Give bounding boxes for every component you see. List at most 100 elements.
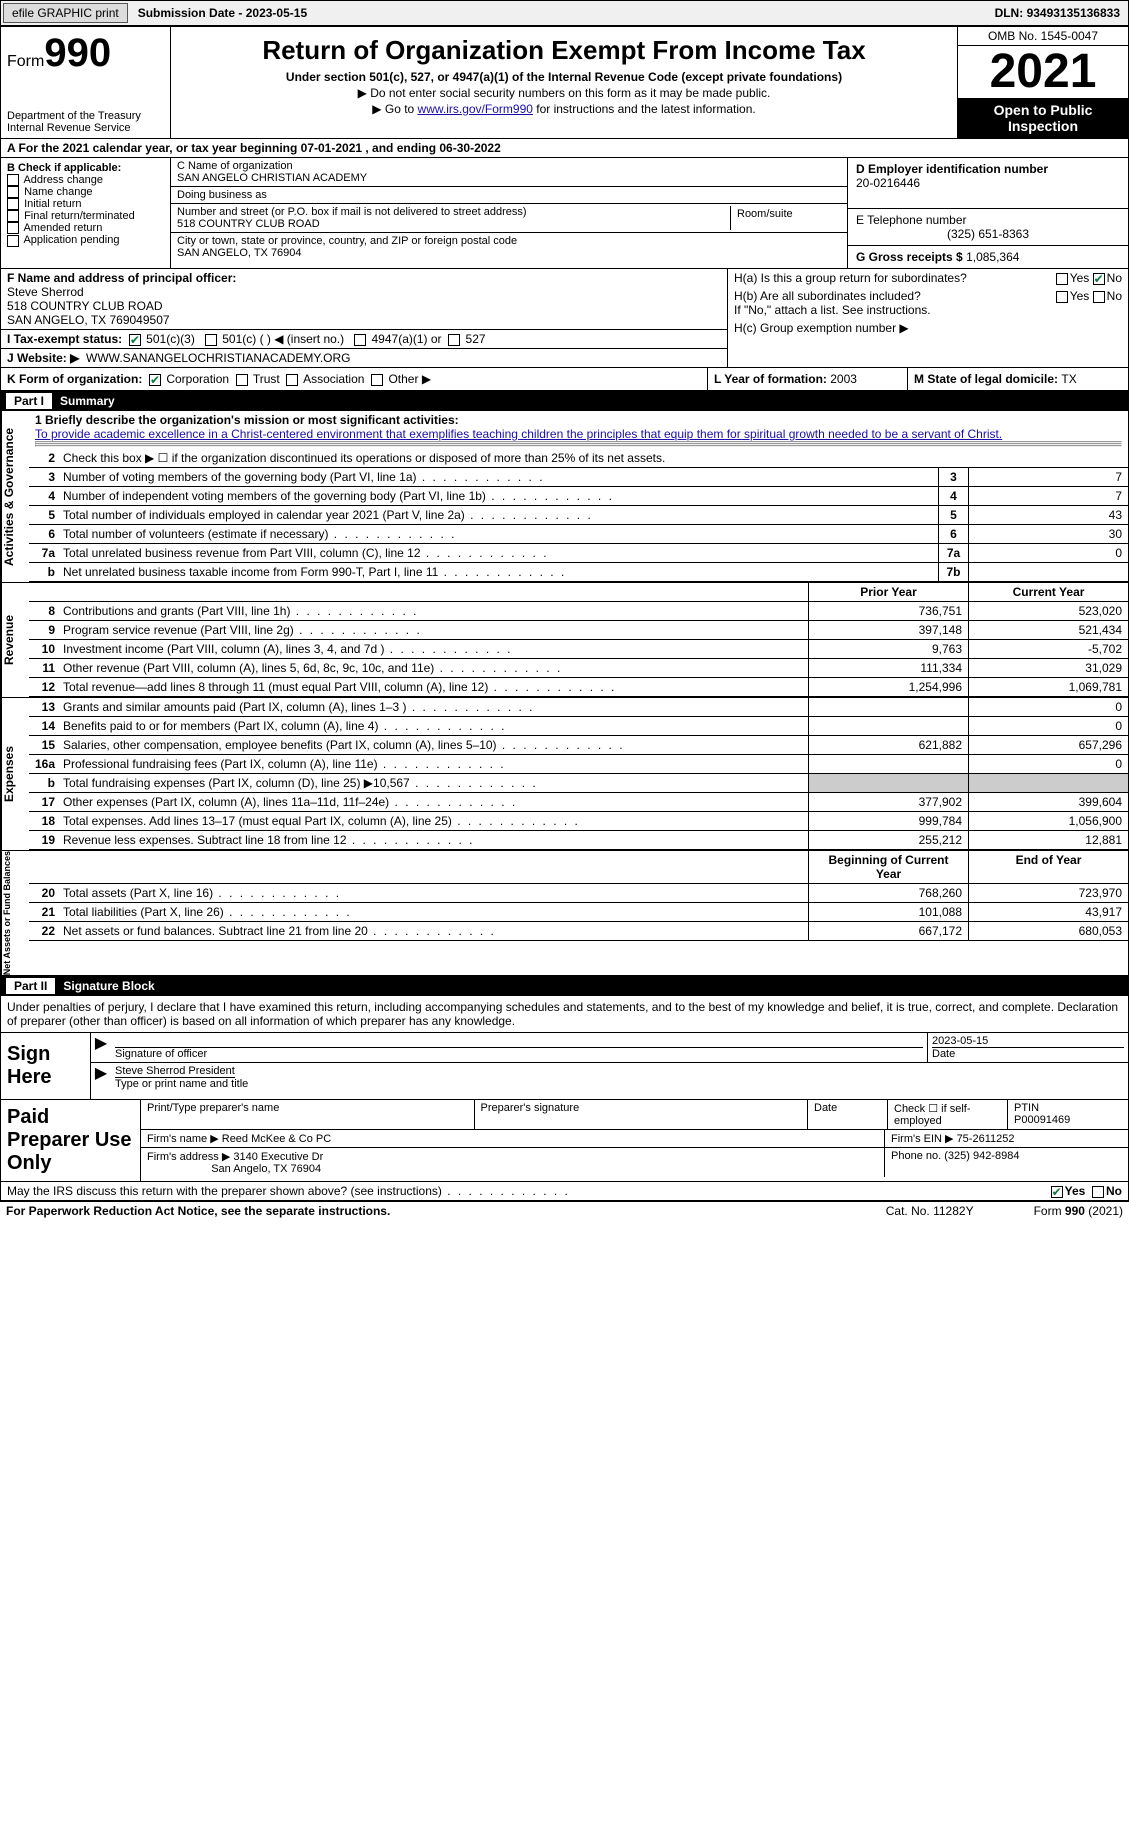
checkbox-icon[interactable] <box>7 210 19 222</box>
sig-date: 2023-05-15Date <box>928 1033 1128 1062</box>
part2-title: Signature Block <box>63 979 154 993</box>
b-opt-5: Application pending <box>7 234 164 246</box>
paid-row-1: Print/Type preparer's name Preparer's si… <box>141 1100 1128 1130</box>
c-name-label: C Name of organization <box>177 160 841 172</box>
checkbox-icon[interactable] <box>1093 291 1105 303</box>
summary-revenue: Revenue Prior Year Current Year 8Contrib… <box>0 583 1129 698</box>
checkbox-icon[interactable] <box>354 334 366 346</box>
summary-netassets: Net Assets or Fund Balances Beginning of… <box>0 851 1129 976</box>
checkbox-icon[interactable] <box>129 334 141 346</box>
checkbox-icon[interactable] <box>149 374 161 386</box>
d-ein: D Employer identification number 20-0216… <box>848 158 1128 209</box>
netassets-body: Beginning of Current Year End of Year 20… <box>29 851 1128 975</box>
exp-line-16a: 16aProfessional fundraising fees (Part I… <box>29 755 1128 774</box>
form-num: 990 <box>44 31 111 75</box>
firm-ein: Firm's EIN ▶ 75-2611252 <box>885 1130 1128 1147</box>
vtab-revenue: Revenue <box>1 583 29 697</box>
city-label: City or town, state or province, country… <box>177 235 841 247</box>
discuss-row: May the IRS discuss this return with the… <box>0 1182 1129 1201</box>
submission-label: Submission Date - <box>138 6 246 20</box>
c-dba: Doing business as <box>171 187 847 204</box>
checkbox-icon[interactable] <box>286 374 298 386</box>
b-opt-0-label: Address change <box>23 174 103 186</box>
paid-ptin: PTINP00091469 <box>1008 1100 1128 1129</box>
discuss-no: No <box>1106 1184 1122 1198</box>
fgh-block: F Name and address of principal officer:… <box>0 269 1129 368</box>
rev-line-12: 12Total revenue—add lines 8 through 11 (… <box>29 678 1128 697</box>
checkbox-icon[interactable] <box>371 374 383 386</box>
hb: H(b) Are all subordinates included? Yes … <box>728 287 1128 319</box>
ha-label: H(a) Is this a group return for subordin… <box>734 271 967 285</box>
no-label: No <box>1107 271 1122 285</box>
governance-body: 1 Briefly describe the organization's mi… <box>29 411 1128 582</box>
firm-name-label: Firm's name ▶ <box>147 1133 219 1145</box>
gross-label: G Gross receipts $ <box>856 250 966 264</box>
k-corp: Corporation <box>166 372 229 386</box>
expenses-body: 13Grants and similar amounts paid (Part … <box>29 698 1128 850</box>
sign-here-label: Sign Here <box>1 1033 91 1099</box>
paid-row-2: Firm's name ▶ Reed McKee & Co PC Firm's … <box>141 1130 1128 1148</box>
dept-label: Department of the Treasury Internal Reve… <box>7 110 164 134</box>
section-c: C Name of organization SAN ANGELO CHRIST… <box>171 158 848 268</box>
efile-button[interactable]: efile GRAPHIC print <box>3 3 128 23</box>
gov-line-b: bNet unrelated business taxable income f… <box>29 563 1128 582</box>
omb-number: OMB No. 1545-0047 <box>958 27 1128 46</box>
checkbox-icon[interactable] <box>7 186 19 198</box>
net-line-21: 21Total liabilities (Part X, line 26)101… <box>29 903 1128 922</box>
m-label: M State of legal domicile: <box>914 372 1061 386</box>
paid-check-label: Check ☐ if self-employed <box>888 1100 1008 1129</box>
no-label: No <box>1107 289 1122 303</box>
hb-label: H(b) Are all subordinates included? <box>734 289 921 303</box>
i-527: 527 <box>466 332 486 346</box>
dln-value: 93493135136833 <box>1027 6 1120 20</box>
i-c3: 501(c)(3) <box>146 332 195 346</box>
c-street: Number and street (or P.O. box if mail i… <box>177 206 731 230</box>
section-m: M State of legal domicile: TX <box>908 368 1128 390</box>
part1-title: Summary <box>60 394 115 408</box>
checkbox-icon[interactable] <box>1092 1186 1104 1198</box>
checkbox-icon[interactable] <box>1093 273 1105 285</box>
klm-row: K Form of organization: Corporation Trus… <box>0 368 1129 391</box>
row-a-text: A For the 2021 calendar year, or tax yea… <box>7 141 501 155</box>
checkbox-icon[interactable] <box>7 235 19 247</box>
d-gross: G Gross receipts $ 1,085,364 <box>848 246 1128 268</box>
rev-line-11: 11Other revenue (Part VIII, column (A), … <box>29 659 1128 678</box>
submission-date: Submission Date - 2023-05-15 <box>130 4 315 22</box>
checkbox-icon[interactable] <box>7 222 19 234</box>
checkbox-icon[interactable] <box>1056 291 1068 303</box>
header-left: Form990 Department of the Treasury Inter… <box>1 27 171 138</box>
checkbox-icon[interactable] <box>1056 273 1068 285</box>
officer-addr2: SAN ANGELO, TX 769049507 <box>7 313 170 327</box>
exp-line-b: bTotal fundraising expenses (Part IX, co… <box>29 774 1128 793</box>
b-opt-0: Address change <box>7 174 164 186</box>
paid-date-label: Date <box>808 1100 888 1129</box>
part1-header: Part I Summary <box>0 391 1129 411</box>
exp-line-19: 19Revenue less expenses. Subtract line 1… <box>29 831 1128 850</box>
firm-ein-label: Firm's EIN ▶ <box>891 1133 954 1145</box>
checkbox-icon[interactable] <box>448 334 460 346</box>
b-opt-1: Name change <box>7 186 164 198</box>
instr-2: ▶ Go to www.irs.gov/Form990 for instruct… <box>177 102 951 116</box>
yes-label: Yes <box>1070 289 1090 303</box>
checkbox-icon[interactable] <box>7 174 19 186</box>
vtab-netassets: Net Assets or Fund Balances <box>1 851 29 975</box>
checkbox-icon[interactable] <box>205 334 217 346</box>
section-j: J Website: ▶ WWW.SANANGELOCHRISTIANACADE… <box>1 349 727 367</box>
gov-line-7a: 7aTotal unrelated business revenue from … <box>29 544 1128 563</box>
firm-phone-value: (325) 942-8984 <box>944 1150 1019 1162</box>
discuss-yes: Yes <box>1065 1184 1086 1198</box>
checkbox-icon[interactable] <box>7 198 19 210</box>
checkbox-icon[interactable] <box>1051 1186 1063 1198</box>
phone-value: (325) 651-8363 <box>856 227 1120 241</box>
part2-label: Part II <box>6 978 55 994</box>
sig-date-label: Date <box>932 1047 1124 1060</box>
c-city: City or town, state or province, country… <box>171 233 847 261</box>
checkbox-icon[interactable] <box>236 374 248 386</box>
i-c: 501(c) ( ) ◀ (insert no.) <box>222 332 344 346</box>
irs-link[interactable]: www.irs.gov/Form990 <box>418 102 533 116</box>
hb-note: If "No," attach a list. See instructions… <box>734 303 931 317</box>
footer-form-num: 990 <box>1065 1204 1085 1218</box>
submission-value: 2023-05-15 <box>246 6 307 20</box>
sig-row-2: ▶ Steve Sherrod PresidentType or print n… <box>91 1063 1128 1092</box>
entity-block: B Check if applicable: Address change Na… <box>0 158 1129 269</box>
